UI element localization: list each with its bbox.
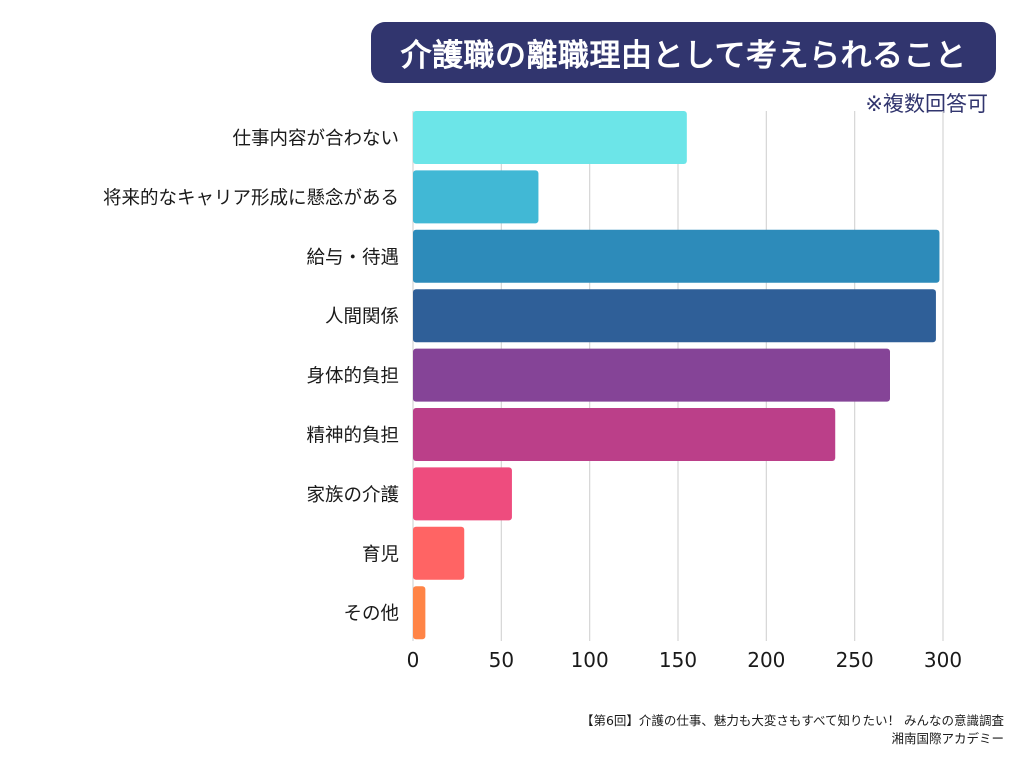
- x-tick-label: 200: [747, 648, 785, 672]
- x-tick-label: 100: [571, 648, 609, 672]
- x-tick-label: 0: [407, 648, 420, 672]
- category-label: 将来的なキャリア形成に懸念がある: [103, 187, 399, 209]
- bar: [413, 408, 836, 461]
- chart-title: 介護職の離職理由として考えられること: [371, 22, 996, 83]
- x-tick-label: 150: [659, 648, 697, 672]
- category-label: その他: [343, 604, 399, 625]
- category-label: 仕事内容が合わない: [232, 129, 399, 150]
- category-label: 家族の介護: [306, 485, 399, 506]
- x-tick-labels: 0 50 100 150 200 250 300: [407, 648, 962, 672]
- category-label: 給与・待遇: [306, 247, 399, 268]
- multiple-answers-note: ※複数回答可: [865, 92, 988, 116]
- category-label: 身体的負担: [306, 366, 399, 387]
- bars: [413, 111, 940, 640]
- bar: [413, 170, 539, 224]
- x-tick-label: 50: [489, 648, 514, 672]
- x-tick-label: 300: [924, 648, 962, 672]
- bar: [413, 229, 940, 283]
- category-label: 人間関係: [325, 307, 399, 328]
- bar: [413, 586, 426, 640]
- bar: [413, 348, 890, 402]
- category-label: 育児: [362, 544, 399, 565]
- category-label: 精神的負担: [306, 426, 399, 447]
- bar: [413, 526, 465, 580]
- x-tick-label: 250: [836, 648, 874, 672]
- bar: [413, 289, 936, 343]
- footer: 【第6回】介護の仕事、魅力も大変さもすべて知りたい！ みんなの意識調査 湘南国際…: [581, 712, 1004, 748]
- bar: [413, 111, 687, 164]
- source-text: 【第6回】介護の仕事、魅力も大変さもすべて知りたい！ みんなの意識調査: [580, 713, 1004, 728]
- publisher-text: 湘南国際アカデミー: [891, 731, 1004, 746]
- bar: [413, 467, 512, 521]
- category-labels: 仕事内容が合わない将来的なキャリア形成に懸念がある給与・待遇人間関係身体的負担精…: [103, 129, 399, 625]
